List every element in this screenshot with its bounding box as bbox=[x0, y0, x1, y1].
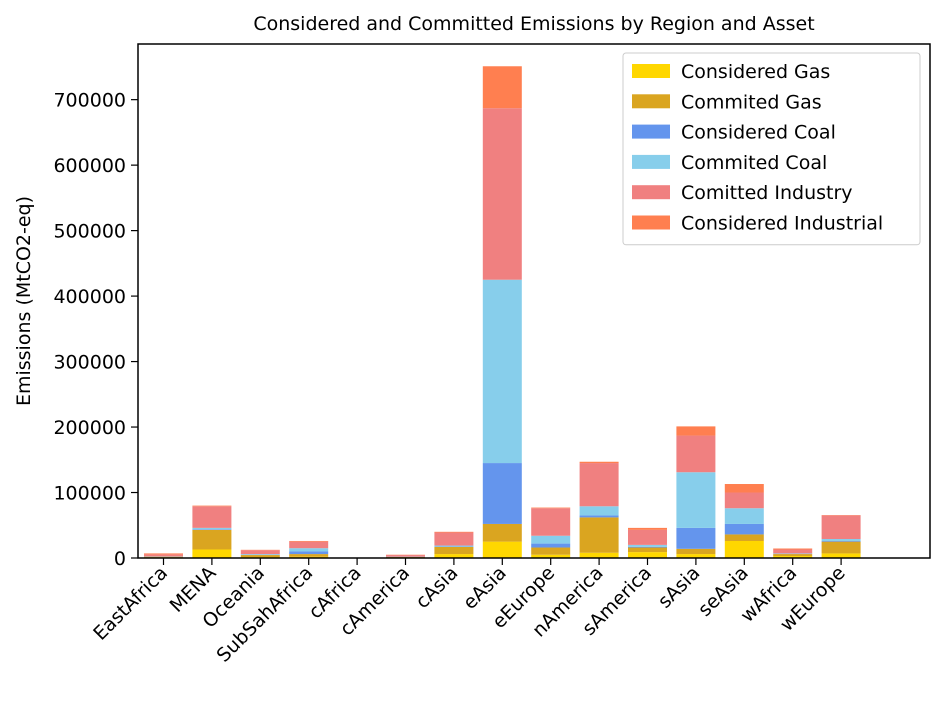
bar-samerica-comitted-industry bbox=[628, 530, 667, 545]
bar-eeurope-considered-industrial bbox=[531, 508, 570, 509]
bar-seasia-comitted-industry bbox=[725, 493, 764, 509]
bar-sasia-considered-coal bbox=[676, 528, 715, 549]
bar-samerica-considered-industrial bbox=[628, 528, 667, 530]
bar-eastafrica-commited-gas bbox=[144, 557, 183, 558]
bar-oceania-commited-coal bbox=[241, 554, 280, 555]
bar-easia-considered-industrial bbox=[483, 66, 522, 108]
bar-mena-commited-gas bbox=[192, 530, 231, 550]
bar-sasia-considered-industrial bbox=[676, 426, 715, 435]
bar-seasia-considered-coal bbox=[725, 524, 764, 534]
bar-eeurope-comitted-industry bbox=[531, 508, 570, 536]
legend-swatch-considered-coal bbox=[632, 125, 670, 139]
bar-eeurope-commited-gas bbox=[531, 548, 570, 555]
y-tick-label: 0 bbox=[114, 548, 126, 570]
bar-subsahafrica-considered-coal bbox=[289, 551, 328, 554]
bar-oceania-commited-gas bbox=[241, 555, 280, 557]
bar-eeurope-considered-coal bbox=[531, 544, 570, 548]
bar-namerica-considered-coal bbox=[580, 515, 619, 517]
bar-mena-considered-gas bbox=[192, 549, 231, 558]
legend-label-commited-coal: Commited Coal bbox=[681, 152, 827, 174]
bar-seasia-considered-industrial bbox=[725, 484, 764, 493]
bar-namerica-comitted-industry bbox=[580, 463, 619, 506]
bar-namerica-commited-gas bbox=[580, 517, 619, 552]
bar-mena-comitted-industry bbox=[192, 506, 231, 528]
bar-easia-considered-gas bbox=[483, 542, 522, 558]
bar-wafrica-considered-industrial bbox=[773, 549, 812, 550]
legend-label-considered-coal: Considered Coal bbox=[681, 122, 836, 144]
bar-sasia-commited-gas bbox=[676, 549, 715, 554]
bar-casia-commited-coal bbox=[434, 546, 473, 547]
bar-camerica-comitted-industry bbox=[386, 555, 425, 557]
bar-weurope-commited-gas bbox=[822, 542, 861, 554]
bar-wafrica-comitted-industry bbox=[773, 549, 812, 553]
bar-seasia-commited-coal bbox=[725, 508, 764, 524]
bar-easia-commited-gas bbox=[483, 524, 522, 542]
bar-weurope-considered-coal bbox=[822, 541, 861, 542]
bar-easia-considered-coal bbox=[483, 463, 522, 524]
legend-swatch-considered-industrial bbox=[632, 216, 670, 230]
bar-sasia-comitted-industry bbox=[676, 436, 715, 473]
bar-seasia-considered-gas bbox=[725, 541, 764, 558]
bar-easia-comitted-industry bbox=[483, 108, 522, 280]
bar-subsahafrica-considered-industrial bbox=[289, 541, 328, 542]
y-tick-label: 500000 bbox=[53, 221, 126, 243]
legend-swatch-commited-coal bbox=[632, 155, 670, 169]
y-axis-label: Emissions (MtCO2-eq) bbox=[13, 196, 35, 406]
bar-sasia-commited-coal bbox=[676, 472, 715, 528]
bar-namerica-considered-gas bbox=[580, 553, 619, 558]
bar-namerica-commited-coal bbox=[580, 506, 619, 515]
bar-casia-comitted-industry bbox=[434, 532, 473, 545]
y-tick-label: 100000 bbox=[53, 483, 126, 505]
legend-swatch-considered-gas bbox=[632, 64, 670, 78]
y-axis: 0 100000 200000 300000 400000 500000 600000 700… bbox=[53, 90, 138, 570]
bar-easia-commited-coal bbox=[483, 280, 522, 463]
x-axis: EastAfricaMENAOceaniaSubSahAfricacAfrica… bbox=[89, 558, 849, 667]
bar-subsahafrica-comitted-industry bbox=[289, 542, 328, 549]
bar-weurope-comitted-industry bbox=[822, 515, 861, 539]
x-tick-label-eastafrica: EastAfrica bbox=[89, 562, 172, 645]
y-tick-label: 600000 bbox=[53, 155, 126, 177]
bar-mena-commited-coal bbox=[192, 528, 231, 529]
x-tick-label-casia: cAsia bbox=[411, 562, 462, 613]
bar-casia-considered-industrial bbox=[434, 532, 473, 533]
bar-subsahafrica-commited-coal bbox=[289, 548, 328, 551]
bar-oceania-comitted-industry bbox=[241, 550, 280, 554]
legend-label-considered-industrial: Considered Industrial bbox=[681, 213, 883, 235]
bar-mena-considered-coal bbox=[192, 529, 231, 530]
bar-mena-considered-industrial bbox=[192, 506, 231, 507]
bar-samerica-commited-gas bbox=[628, 548, 667, 553]
bar-subsahafrica-commited-gas bbox=[289, 554, 328, 557]
legend-label-comitted-industry: Comitted Industry bbox=[681, 182, 853, 204]
bar-eastafrica-comitted-industry bbox=[144, 554, 183, 556]
bar-samerica-considered-coal bbox=[628, 547, 667, 548]
bar-eastafrica-considered-industrial bbox=[144, 553, 183, 554]
bar-casia-commited-gas bbox=[434, 547, 473, 554]
bar-eeurope-commited-coal bbox=[531, 536, 570, 544]
bar-seasia-commited-gas bbox=[725, 534, 764, 541]
legend: Considered Gas Commited Gas Considered Coa… bbox=[623, 53, 920, 245]
bar-samerica-commited-coal bbox=[628, 545, 667, 547]
y-tick-label: 400000 bbox=[53, 286, 126, 308]
legend-label-commited-gas: Commited Gas bbox=[681, 91, 822, 113]
chart-title: Considered and Committed Emissions by Re… bbox=[253, 13, 814, 35]
legend-label-considered-gas: Considered Gas bbox=[681, 61, 830, 83]
legend-swatch-commited-gas bbox=[632, 94, 670, 108]
bar-samerica-considered-gas bbox=[628, 552, 667, 558]
bar-wafrica-commited-gas bbox=[773, 554, 812, 556]
bar-namerica-considered-industrial bbox=[580, 462, 619, 463]
y-tick-label: 300000 bbox=[53, 352, 126, 374]
y-tick-label: 200000 bbox=[53, 417, 126, 439]
legend-swatch-comitted-industry bbox=[632, 185, 670, 199]
y-tick-label: 700000 bbox=[53, 90, 126, 112]
bar-weurope-commited-coal bbox=[822, 539, 861, 541]
